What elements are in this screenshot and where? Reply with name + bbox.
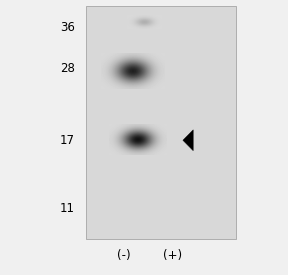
Text: (-): (-) [117, 249, 131, 262]
Text: 28: 28 [60, 62, 75, 75]
Text: 36: 36 [60, 21, 75, 34]
Bar [86, 6, 236, 239]
Text: (+): (+) [163, 249, 182, 262]
Text: 11: 11 [60, 202, 75, 216]
Text: 17: 17 [60, 134, 75, 147]
Polygon shape [183, 130, 193, 151]
